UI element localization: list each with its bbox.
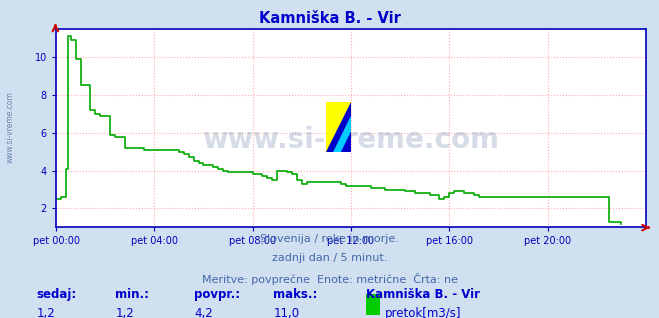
Polygon shape — [333, 117, 351, 153]
Text: min.:: min.: — [115, 288, 150, 301]
Text: maks.:: maks.: — [273, 288, 318, 301]
Text: Meritve: povprečne  Enote: metrične  Črta: ne: Meritve: povprečne Enote: metrične Črta:… — [202, 273, 457, 285]
Text: Kamniška B. - Vir: Kamniška B. - Vir — [366, 288, 480, 301]
Text: 1,2: 1,2 — [36, 307, 55, 318]
Text: zadnji dan / 5 minut.: zadnji dan / 5 minut. — [272, 253, 387, 263]
Text: pretok[m3/s]: pretok[m3/s] — [385, 307, 461, 318]
Polygon shape — [326, 102, 351, 153]
Polygon shape — [326, 102, 351, 153]
Text: 1,2: 1,2 — [115, 307, 134, 318]
Text: sedaj:: sedaj: — [36, 288, 76, 301]
Text: www.si-vreme.com: www.si-vreme.com — [202, 126, 500, 154]
Text: Slovenija / reke in morje.: Slovenija / reke in morje. — [260, 234, 399, 244]
Text: povpr.:: povpr.: — [194, 288, 241, 301]
Text: 4,2: 4,2 — [194, 307, 213, 318]
Text: 11,0: 11,0 — [273, 307, 300, 318]
Text: Kamniška B. - Vir: Kamniška B. - Vir — [258, 11, 401, 26]
Text: www.si-vreme.com: www.si-vreme.com — [5, 91, 14, 163]
